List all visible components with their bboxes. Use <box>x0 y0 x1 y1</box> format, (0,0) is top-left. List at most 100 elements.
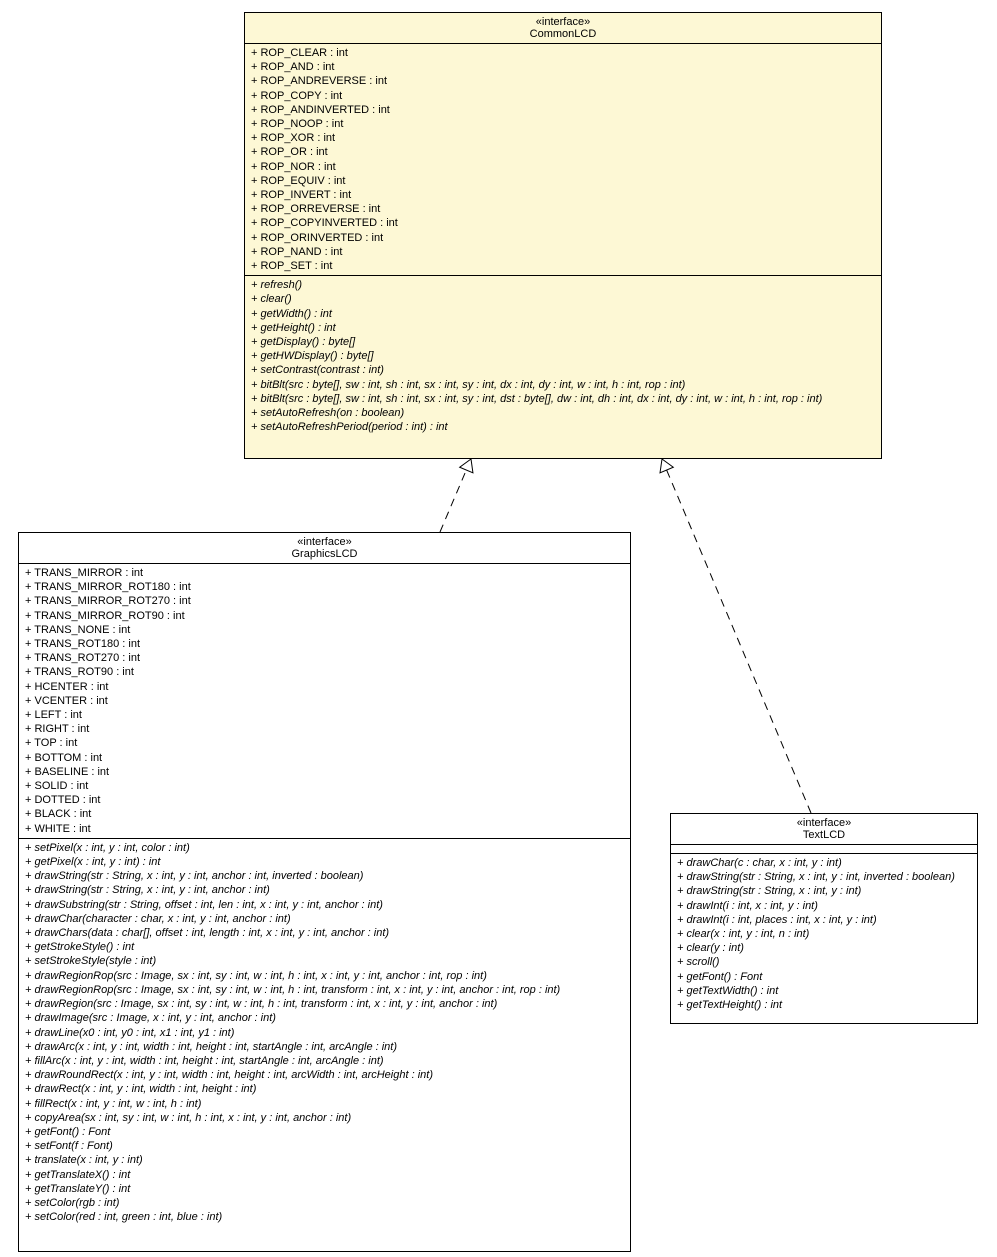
member-line: + DOTTED : int <box>25 793 624 807</box>
member-line: + drawRoundRect(x : int, y : int, width … <box>25 1068 624 1082</box>
member-line: + HCENTER : int <box>25 680 624 694</box>
member-line: + getTranslateX() : int <box>25 1168 624 1182</box>
member-line: + drawImage(src : Image, x : int, y : in… <box>25 1011 624 1025</box>
member-line: + ROP_CLEAR : int <box>251 46 875 60</box>
member-line: + drawArc(x : int, y : int, width : int,… <box>25 1040 624 1054</box>
stereotype-label: «interface» <box>23 536 626 548</box>
member-line: + drawLine(x0 : int, y0 : int, x1 : int,… <box>25 1026 624 1040</box>
member-line: + setColor(rgb : int) <box>25 1196 624 1210</box>
class-text-lcd: «interface» TextLCD + drawChar(c : char,… <box>670 813 978 1024</box>
stereotype-label: «interface» <box>675 817 973 829</box>
member-line: + BASELINE : int <box>25 765 624 779</box>
class-common-lcd: «interface» CommonLCD + ROP_CLEAR : int+… <box>244 12 882 459</box>
member-line: + RIGHT : int <box>25 722 624 736</box>
member-line: + ROP_XOR : int <box>251 131 875 145</box>
member-line: + drawRegion(src : Image, sx : int, sy :… <box>25 997 624 1011</box>
member-line: + clear(x : int, y : int, n : int) <box>677 927 971 941</box>
member-line: + ROP_COPY : int <box>251 89 875 103</box>
member-line: + LEFT : int <box>25 708 624 722</box>
member-line: + getDisplay() : byte[] <box>251 335 875 349</box>
member-line: + drawChar(c : char, x : int, y : int) <box>677 856 971 870</box>
member-line: + copyArea(sx : int, sy : int, w : int, … <box>25 1111 624 1125</box>
member-line: + bitBlt(src : byte[], sw : int, sh : in… <box>251 378 875 392</box>
operations-compartment: + drawChar(c : char, x : int, y : int)+ … <box>671 854 977 1014</box>
member-line: + drawString(str : String, x : int, y : … <box>25 869 624 883</box>
member-line: + ROP_INVERT : int <box>251 188 875 202</box>
member-line: + clear(y : int) <box>677 941 971 955</box>
member-line: + getHWDisplay() : byte[] <box>251 349 875 363</box>
member-line: + SOLID : int <box>25 779 624 793</box>
member-line: + drawString(str : String, x : int, y : … <box>25 883 624 897</box>
member-line: + VCENTER : int <box>25 694 624 708</box>
member-line: + TRANS_MIRROR_ROT90 : int <box>25 609 624 623</box>
class-name-label: GraphicsLCD <box>23 548 626 560</box>
member-line: + getHeight() : int <box>251 321 875 335</box>
member-line: + ROP_NOOP : int <box>251 117 875 131</box>
member-line: + drawInt(i : int, x : int, y : int) <box>677 899 971 913</box>
member-line: + setAutoRefresh(on : boolean) <box>251 406 875 420</box>
member-line: + setAutoRefreshPeriod(period : int) : i… <box>251 420 875 434</box>
member-line: + ROP_ORINVERTED : int <box>251 231 875 245</box>
member-line: + getTextWidth() : int <box>677 984 971 998</box>
member-line: + setColor(red : int, green : int, blue … <box>25 1210 624 1224</box>
member-line: + fillArc(x : int, y : int, width : int,… <box>25 1054 624 1068</box>
member-line: + ROP_NOR : int <box>251 160 875 174</box>
attributes-compartment <box>671 845 977 854</box>
class-graphics-lcd: «interface» GraphicsLCD + TRANS_MIRROR :… <box>18 532 631 1252</box>
member-line: + drawRegionRop(src : Image, sx : int, s… <box>25 969 624 983</box>
member-line: + ROP_OR : int <box>251 145 875 159</box>
member-line: + TOP : int <box>25 736 624 750</box>
member-line: + refresh() <box>251 278 875 292</box>
operations-compartment: + setPixel(x : int, y : int, color : int… <box>19 839 630 1226</box>
member-line: + getFont() : Font <box>677 970 971 984</box>
member-line: + setFont(f : Font) <box>25 1139 624 1153</box>
member-line: + drawChar(character : char, x : int, y … <box>25 912 624 926</box>
member-line: + getTranslateY() : int <box>25 1182 624 1196</box>
member-line: + setStrokeStyle(style : int) <box>25 954 624 968</box>
member-line: + drawInt(i : int, places : int, x : int… <box>677 913 971 927</box>
attributes-compartment: + TRANS_MIRROR : int+ TRANS_MIRROR_ROT18… <box>19 564 630 839</box>
member-line: + bitBlt(src : byte[], sw : int, sh : in… <box>251 392 875 406</box>
class-header: «interface» TextLCD <box>671 814 977 845</box>
member-line: + ROP_COPYINVERTED : int <box>251 216 875 230</box>
member-line: + getPixel(x : int, y : int) : int <box>25 855 624 869</box>
member-line: + drawChars(data : char[], offset : int,… <box>25 926 624 940</box>
member-line: + drawString(str : String, x : int, y : … <box>677 870 971 884</box>
member-line: + getWidth() : int <box>251 307 875 321</box>
member-line: + ROP_EQUIV : int <box>251 174 875 188</box>
member-line: + getFont() : Font <box>25 1125 624 1139</box>
member-line: + drawRegionRop(src : Image, sx : int, s… <box>25 983 624 997</box>
member-line: + ROP_AND : int <box>251 60 875 74</box>
stereotype-label: «interface» <box>249 16 877 28</box>
member-line: + getStrokeStyle() : int <box>25 940 624 954</box>
member-line: + TRANS_ROT180 : int <box>25 637 624 651</box>
member-line: + ROP_SET : int <box>251 259 875 273</box>
member-line: + WHITE : int <box>25 822 624 836</box>
member-line: + ROP_NAND : int <box>251 245 875 259</box>
member-line: + drawString(str : String, x : int, y : … <box>677 884 971 898</box>
member-line: + translate(x : int, y : int) <box>25 1153 624 1167</box>
member-line: + drawSubstring(str : String, offset : i… <box>25 898 624 912</box>
member-line: + ROP_ORREVERSE : int <box>251 202 875 216</box>
member-line: + TRANS_ROT270 : int <box>25 651 624 665</box>
class-header: «interface» CommonLCD <box>245 13 881 44</box>
class-name-label: CommonLCD <box>249 28 877 40</box>
member-line: + ROP_ANDREVERSE : int <box>251 74 875 88</box>
member-line: + ROP_ANDINVERTED : int <box>251 103 875 117</box>
member-line: + fillRect(x : int, y : int, w : int, h … <box>25 1097 624 1111</box>
member-line: + setPixel(x : int, y : int, color : int… <box>25 841 624 855</box>
member-line: + clear() <box>251 292 875 306</box>
member-line: + drawRect(x : int, y : int, width : int… <box>25 1082 624 1096</box>
member-line: + BLACK : int <box>25 807 624 821</box>
attributes-compartment: + ROP_CLEAR : int+ ROP_AND : int+ ROP_AN… <box>245 44 881 276</box>
member-line: + TRANS_MIRROR_ROT270 : int <box>25 594 624 608</box>
class-name-label: TextLCD <box>675 829 973 841</box>
member-line: + scroll() <box>677 955 971 969</box>
member-line: + getTextHeight() : int <box>677 998 971 1012</box>
class-header: «interface» GraphicsLCD <box>19 533 630 564</box>
member-line: + TRANS_ROT90 : int <box>25 665 624 679</box>
member-line: + TRANS_MIRROR_ROT180 : int <box>25 580 624 594</box>
member-line: + BOTTOM : int <box>25 751 624 765</box>
operations-compartment: + refresh()+ clear()+ getWidth() : int+ … <box>245 276 881 436</box>
member-line: + setContrast(contrast : int) <box>251 363 875 377</box>
